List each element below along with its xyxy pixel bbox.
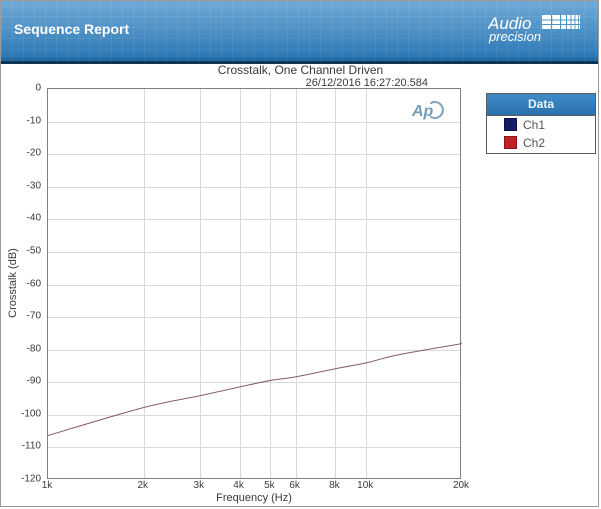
svg-text:precision: precision <box>488 29 541 44</box>
